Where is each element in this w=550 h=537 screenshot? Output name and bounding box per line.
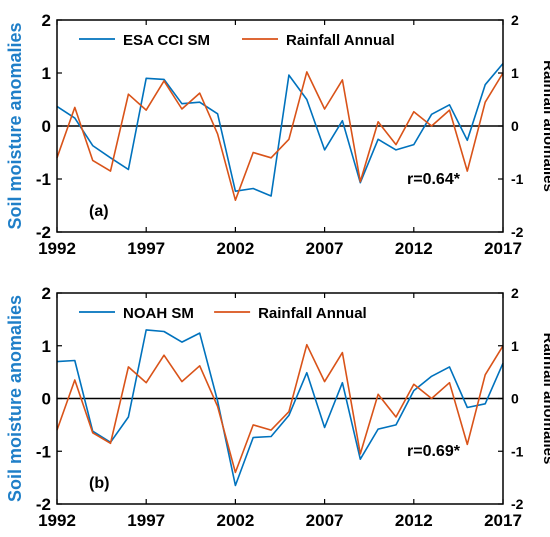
x-tick-label: 1997 [127, 511, 165, 530]
y-tick-label-right: -1 [511, 171, 524, 187]
y-tick-label-left: 2 [42, 11, 51, 30]
y-axis-label-right: Rainfall anomalies [540, 60, 550, 192]
x-tick-label: 2017 [484, 511, 522, 530]
y-tick-label-right: 2 [511, 12, 519, 28]
legend-label: NOAH SM [123, 305, 194, 322]
y-tick-label-right: 2 [511, 285, 519, 301]
y-tick-label-right: 1 [511, 65, 519, 81]
series-line-rainfall-annual [56, 343, 504, 474]
x-tick-label: 2012 [395, 239, 433, 258]
legend-label: ESA CCI SM [123, 32, 210, 49]
panel-label: (a) [89, 203, 109, 220]
legend-label: Rainfall Annual [258, 305, 367, 322]
series-line-esa-cci-sm [56, 62, 504, 197]
x-tick-label: 2002 [216, 239, 254, 258]
panel-a: 1992 1997 2002 2007 2012 2017 2 1 0 -1 -2 2 1 0 -1 -2… [5, 11, 550, 258]
y-tick-label-left: 1 [42, 64, 51, 83]
y-axis-label-right: Rainfall anomalies [540, 333, 550, 465]
y-tick-label-right: 0 [511, 391, 519, 407]
y-tick-label-left: 0 [42, 117, 51, 136]
x-tick-label: 1992 [38, 511, 76, 530]
legend: NOAH SM Rainfall Annual [79, 305, 367, 322]
series-line-noah-sm [56, 329, 504, 487]
y-tick-label-right: -2 [511, 496, 524, 512]
y-tick-label-right: 0 [511, 118, 519, 134]
x-tick-label: 2002 [216, 511, 254, 530]
y-tick-label-left: -1 [36, 170, 51, 189]
y-tick-label-left: 0 [42, 390, 51, 409]
x-tick-label: 2007 [306, 511, 344, 530]
panel-b: 1992 1997 2002 2007 2012 2017 2 1 0 -1 -2 2 1 0 -1 -2… [5, 284, 550, 530]
series-line-rainfall-annual [56, 71, 504, 201]
legend-label: Rainfall Annual [286, 32, 395, 49]
y-tick-label-left: -2 [36, 495, 51, 514]
x-tick-label: 1997 [127, 239, 165, 258]
y-tick-label-right: -2 [511, 224, 524, 240]
y-tick-label-left: -2 [36, 223, 51, 242]
correlation-annotation: r=0.64* [407, 171, 461, 188]
panel-label: (b) [89, 475, 109, 492]
y-tick-label-right: -1 [511, 443, 524, 459]
x-tick-label: 2017 [484, 239, 522, 258]
x-tick-label: 1992 [38, 239, 76, 258]
y-axis-label-left: Soil moisture anomalies [5, 295, 25, 502]
x-tick-label: 2012 [395, 511, 433, 530]
y-tick-label-left: -1 [36, 442, 51, 461]
y-tick-label-left: 2 [42, 284, 51, 303]
correlation-annotation: r=0.69* [407, 443, 461, 460]
x-tick-label: 2007 [306, 239, 344, 258]
y-axis-label-left: Soil moisture anomalies [5, 22, 25, 229]
legend: ESA CCI SM Rainfall Annual [79, 32, 395, 49]
y-tick-label-right: 1 [511, 338, 519, 354]
y-tick-label-left: 1 [42, 337, 51, 356]
